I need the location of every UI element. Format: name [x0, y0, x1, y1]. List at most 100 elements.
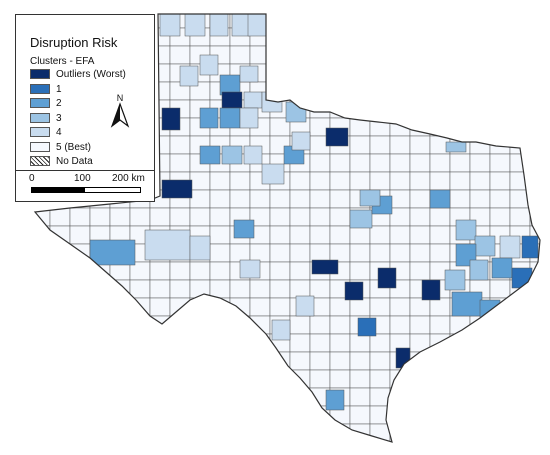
county	[189, 261, 211, 281]
county	[149, 369, 171, 389]
county	[289, 63, 311, 83]
county-highlight	[144, 229, 191, 261]
county	[289, 225, 311, 245]
county	[35, 423, 51, 442]
county	[89, 423, 111, 442]
county	[529, 171, 540, 191]
county	[509, 369, 531, 389]
county-highlight	[325, 389, 345, 411]
county	[89, 387, 111, 407]
county	[429, 63, 451, 83]
county	[129, 333, 151, 353]
county	[289, 171, 311, 191]
legend-swatch	[30, 156, 50, 166]
county	[409, 297, 431, 317]
county	[89, 441, 111, 442]
county-highlight	[344, 281, 364, 301]
county	[389, 45, 411, 65]
county	[329, 297, 351, 317]
county	[449, 423, 471, 442]
county	[389, 207, 411, 227]
county-highlight	[239, 65, 259, 83]
county	[509, 27, 531, 47]
county	[309, 441, 331, 442]
legend-item: 5 (Best)	[30, 141, 91, 153]
county-highlight	[239, 107, 259, 129]
county	[389, 189, 411, 209]
county	[429, 117, 451, 137]
county	[269, 243, 291, 263]
county	[409, 14, 431, 29]
county-highlight	[359, 189, 381, 207]
county	[209, 171, 231, 191]
scale-label-100: 100	[74, 173, 91, 184]
county	[389, 369, 411, 389]
county	[269, 405, 291, 425]
scale-bar: 0 100 200 km	[15, 170, 155, 202]
legend-item: 2	[30, 97, 62, 109]
county	[169, 279, 191, 299]
county	[289, 351, 311, 371]
county	[69, 225, 91, 245]
legend-swatch	[30, 142, 50, 152]
county	[189, 189, 211, 209]
county-highlight	[325, 127, 349, 147]
legend-label: 4	[56, 126, 62, 138]
legend-item: 4	[30, 126, 62, 138]
legend-label: 1	[56, 83, 62, 95]
county	[469, 153, 491, 173]
county	[389, 81, 411, 101]
county-highlight	[451, 291, 483, 317]
county	[529, 423, 540, 442]
county	[69, 423, 91, 442]
county	[289, 261, 311, 281]
county	[469, 45, 491, 65]
legend-label: 3	[56, 112, 62, 124]
legend-label: Outliers (Worst)	[56, 68, 126, 80]
county	[469, 369, 491, 389]
county	[249, 369, 271, 389]
county	[409, 207, 431, 227]
county	[509, 45, 531, 65]
county	[149, 405, 171, 425]
county	[349, 45, 371, 65]
county	[529, 405, 540, 425]
county	[489, 99, 511, 119]
county	[249, 351, 271, 371]
county	[289, 207, 311, 227]
county	[409, 387, 431, 407]
legend-label: 2	[56, 97, 62, 109]
county	[169, 45, 191, 65]
county	[509, 153, 531, 173]
county	[329, 351, 351, 371]
county	[129, 387, 151, 407]
county	[469, 27, 491, 47]
county	[529, 63, 540, 83]
county	[89, 333, 111, 353]
county	[229, 189, 251, 209]
county	[469, 441, 491, 442]
county	[329, 333, 351, 353]
county	[309, 99, 331, 119]
county	[309, 351, 331, 371]
county	[349, 14, 371, 29]
county	[89, 369, 111, 389]
legend-swatch	[30, 98, 50, 108]
county	[269, 27, 291, 47]
county	[269, 225, 291, 245]
county	[489, 405, 511, 425]
county	[109, 279, 131, 299]
county	[409, 99, 431, 119]
county	[329, 27, 351, 47]
county	[469, 81, 491, 101]
county	[269, 261, 291, 281]
county	[189, 369, 211, 389]
county	[509, 99, 531, 119]
county	[369, 27, 391, 47]
scale-label-200: 200 km	[112, 173, 145, 184]
scale-segment-black	[31, 187, 84, 193]
county	[529, 153, 540, 173]
county	[489, 351, 511, 371]
county	[429, 369, 451, 389]
county	[509, 441, 531, 442]
